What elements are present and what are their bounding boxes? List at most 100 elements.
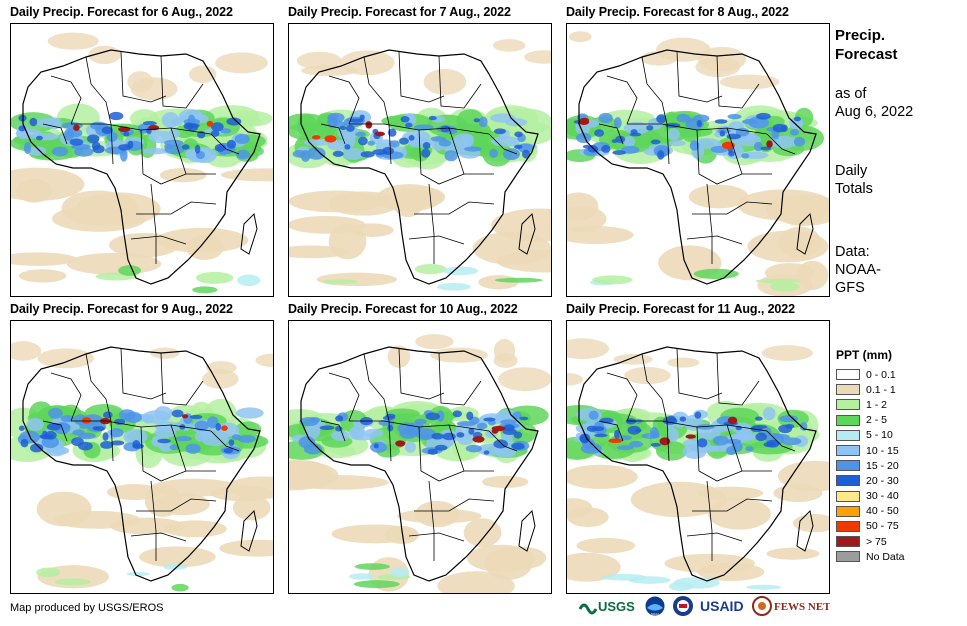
rain-cell — [169, 444, 179, 451]
rain-cell — [793, 136, 806, 147]
rain-cell — [123, 131, 130, 137]
legend-item: 20 - 30 — [836, 473, 905, 488]
rain-cell — [29, 117, 38, 127]
rain-cell — [727, 113, 742, 120]
usaid-logo: USAID — [700, 598, 744, 614]
rain-cell — [109, 427, 124, 438]
rain-cell — [118, 144, 131, 151]
rain-cell — [732, 422, 752, 435]
rain-cell — [113, 418, 126, 425]
country-border — [408, 532, 465, 542]
rain-cell — [26, 418, 44, 432]
rain-cell — [630, 129, 638, 135]
rain-cell — [667, 128, 680, 141]
rain-cell — [367, 140, 376, 146]
rain-cell — [388, 140, 400, 148]
country-border — [50, 75, 82, 125]
dry-area — [289, 215, 366, 234]
country-border — [328, 372, 360, 422]
legend-swatch — [836, 551, 860, 563]
rain-cell — [766, 439, 780, 448]
dry-area — [215, 52, 268, 74]
panel-title: Daily Precip. Forecast for 7 Aug., 2022 — [288, 5, 511, 19]
country-border — [408, 235, 465, 245]
heavy-rain-cell — [491, 425, 506, 432]
rain-cell — [452, 410, 463, 418]
rain-cell — [48, 407, 63, 419]
rain-cell — [502, 148, 520, 161]
panel-title: Daily Precip. Forecast for 9 Aug., 2022 — [10, 302, 233, 316]
rain-cell — [192, 286, 218, 294]
rain-cell — [358, 136, 368, 146]
country-border — [130, 235, 187, 245]
dry-area — [127, 71, 154, 93]
rain-cell — [140, 147, 170, 155]
dry-area — [188, 65, 217, 84]
legend-item: 1 - 2 — [836, 397, 905, 412]
dry-area — [761, 345, 814, 361]
rain-cell — [36, 567, 61, 578]
rain-cell — [236, 149, 250, 160]
country-border — [418, 129, 465, 185]
rain-cell — [616, 445, 634, 451]
madagascar-outline — [518, 212, 536, 255]
legend-label: 0.1 - 1 — [866, 383, 896, 396]
rain-cell — [799, 422, 808, 431]
legend-label: 40 - 50 — [866, 505, 899, 518]
precip-map — [566, 320, 830, 594]
rain-cell — [414, 418, 427, 425]
rain-cell — [719, 130, 726, 137]
rain-cell — [762, 406, 776, 421]
dry-area — [430, 347, 488, 363]
heavy-rain-cell — [374, 131, 385, 137]
country-border — [666, 123, 670, 165]
legend-label: 15 - 20 — [866, 459, 899, 472]
dry-area — [110, 517, 185, 535]
rain-cell — [289, 113, 327, 131]
rain-cell — [613, 117, 622, 129]
country-border — [716, 352, 760, 406]
dry-area — [385, 525, 419, 545]
country-border — [42, 123, 68, 145]
dry-area — [139, 546, 216, 568]
rain-cell — [494, 128, 506, 135]
rain-cell — [234, 133, 250, 144]
dry-area — [423, 68, 467, 95]
panel-title: Daily Precip. Forecast for 10 Aug., 2022 — [288, 302, 518, 316]
dry-area — [719, 74, 780, 90]
rain-cell — [387, 424, 394, 432]
rain-cell — [519, 416, 529, 421]
rain-cell — [30, 443, 44, 453]
rain-cell — [370, 441, 387, 453]
legend-swatch — [836, 414, 860, 426]
legend-swatch — [836, 505, 860, 517]
legend-item: 30 - 40 — [836, 489, 905, 504]
rain-cell — [69, 138, 84, 146]
legend-rows: 0 - 0.1 0.1 - 1 1 - 2 2 - 5 5 - 10 10 - 15 15 … — [836, 367, 905, 564]
panel-title: Daily Precip. Forecast for 8 Aug., 2022 — [566, 5, 789, 19]
dry-area — [777, 460, 829, 492]
country-border — [140, 129, 187, 185]
dry-area — [640, 51, 678, 66]
rain-cell — [35, 135, 43, 141]
dry-area — [255, 353, 273, 367]
dry-area — [186, 235, 224, 260]
rain-cell — [339, 125, 347, 130]
legend-item: No Data — [836, 549, 905, 564]
rain-cell — [431, 432, 444, 440]
legend-item: 40 - 50 — [836, 504, 905, 519]
rain-cell — [666, 415, 677, 423]
rain-cell — [142, 121, 157, 126]
legend-swatch — [836, 399, 860, 411]
rain-cell — [696, 424, 715, 430]
rain-cell — [745, 446, 754, 452]
dry-area — [568, 31, 592, 43]
dry-area — [232, 494, 271, 521]
heavy-rain-cell — [206, 120, 214, 127]
rain-cell — [223, 447, 234, 454]
rain-cell — [753, 141, 763, 152]
country-border — [488, 430, 518, 452]
country-border — [696, 426, 743, 482]
dry-area — [472, 231, 551, 265]
country-border — [666, 420, 670, 462]
